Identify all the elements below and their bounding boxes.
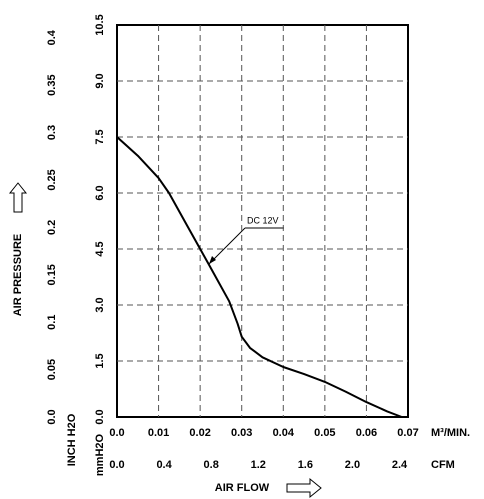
- y-tick-label: 7.5: [94, 129, 106, 144]
- curve: [116, 136, 403, 418]
- right-arrow: [286, 477, 322, 499]
- y2-tick-label: 0.3: [46, 125, 58, 140]
- y2-tick-label: 0.35: [46, 74, 58, 95]
- x-axis-title: AIR FLOW: [215, 482, 270, 494]
- y2-tick-label: 0.4: [46, 29, 58, 45]
- x-tick-label: 0.06: [356, 427, 377, 439]
- y-tick-label: 1.5: [94, 353, 106, 368]
- x2-tick-label: 2.0: [345, 459, 360, 471]
- y-unit: mmH2O: [94, 433, 106, 476]
- x-tick-label: 0.04: [273, 427, 295, 439]
- x-tick-label: 0.01: [148, 427, 169, 439]
- annotation-leader: [208, 227, 246, 265]
- curve-label: DC 12V: [247, 215, 279, 225]
- x2-tick-label: 0.8: [204, 459, 219, 471]
- x-unit: M³/MIN.: [431, 427, 470, 439]
- y-tick-label: 9.0: [94, 73, 106, 88]
- y2-tick-label: 0.05: [46, 359, 58, 380]
- y2-tick-label: 0.1: [46, 315, 58, 330]
- y-axis-title: AIR PRESSURE: [12, 234, 24, 317]
- x2-tick-label: 2.4: [392, 459, 408, 471]
- y-tick-label: 6.0: [94, 185, 106, 200]
- y-tick-label: 10.5: [94, 14, 106, 35]
- y-tick-label: 3.0: [94, 297, 106, 312]
- up-arrow: [8, 182, 28, 213]
- y2-unit: INCH H2O: [66, 413, 78, 466]
- annotation-arrowhead: [209, 256, 216, 264]
- x-tick-label: 0.02: [189, 427, 210, 439]
- x2-tick-label: 0.0: [109, 459, 124, 471]
- x2-tick-label: 0.4: [156, 459, 172, 471]
- y-tick-label: 4.5: [94, 241, 106, 256]
- y2-tick-label: 0.25: [46, 169, 58, 190]
- y-tick-label: 0.0: [94, 409, 106, 424]
- x-tick-label: 0.03: [231, 427, 252, 439]
- x2-tick-label: 1.2: [251, 459, 266, 471]
- y2-tick-label: 0.0: [46, 409, 58, 424]
- x-tick-label: 0.05: [314, 427, 335, 439]
- y2-tick-label: 0.15: [46, 264, 58, 285]
- x-tick-label: 0.07: [397, 427, 418, 439]
- x2-tick-label: 1.6: [298, 459, 313, 471]
- y2-tick-label: 0.2: [46, 220, 58, 235]
- x2-unit: CFM: [431, 459, 455, 471]
- plot-frame: [116, 24, 409, 418]
- x-tick-label: 0.0: [109, 427, 124, 439]
